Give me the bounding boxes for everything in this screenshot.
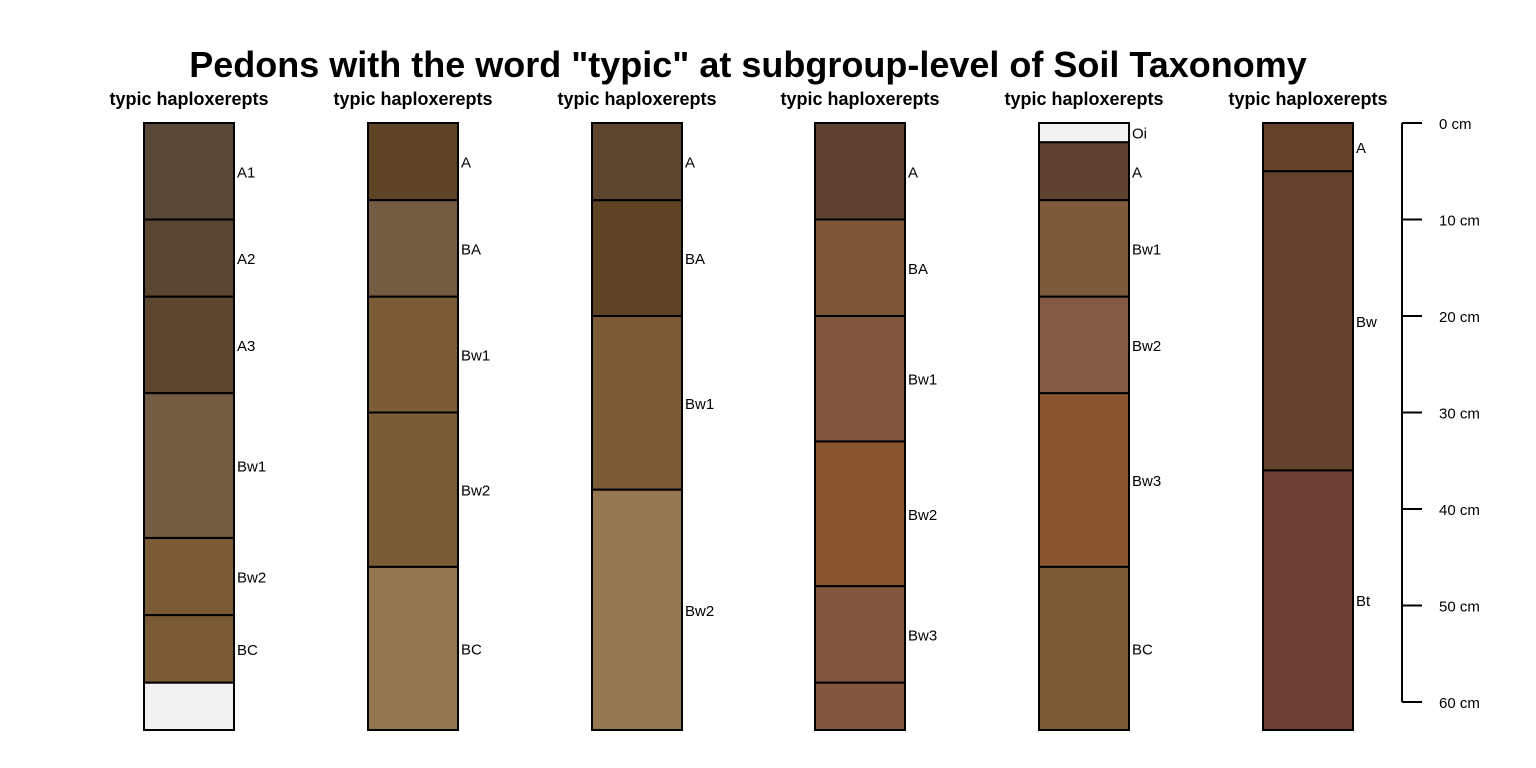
horizon-label: Bw (1356, 314, 1377, 331)
horizon-bw2 (143, 536, 235, 617)
horizon-label: A (1356, 140, 1366, 157)
horizon-bc (1038, 565, 1130, 732)
horizon-bw (1262, 170, 1354, 472)
depth-tick-label: 50 cm (1439, 599, 1480, 616)
horizon-label: Bw2 (685, 603, 714, 620)
horizon-label: Bw2 (461, 483, 490, 500)
soil-profile-1: typic haploxerepts A1 A2 A3 Bw1 Bw2 BC (109, 89, 269, 732)
horizon-bw1 (1038, 199, 1130, 298)
horizon-a (1262, 122, 1354, 173)
horizon-label: A2 (237, 251, 255, 268)
horizon-bw3 (814, 585, 906, 684)
horizon-label: A (1132, 164, 1142, 181)
horizon-label: A (908, 164, 918, 181)
depth-tick-label: 20 cm (1439, 309, 1480, 326)
horizon-label: BA (685, 251, 705, 268)
soil-profile-2: typic haploxerepts A BA Bw1 Bw2 BC (333, 89, 493, 732)
horizon-label: BA (908, 261, 928, 278)
horizon-unlabeled (143, 681, 235, 732)
horizon-a (367, 122, 459, 202)
horizon-bt (1262, 469, 1354, 731)
horizon-label: Bw3 (1132, 473, 1161, 490)
horizon-label: A3 (237, 338, 255, 355)
horizon-label: BA (461, 241, 481, 258)
horizon-bc (367, 565, 459, 732)
horizon-a (591, 122, 683, 202)
horizon-label: Bw1 (461, 348, 490, 365)
horizon-a2 (143, 218, 235, 298)
horizon-label: Bw2 (908, 507, 937, 524)
horizon-bw1 (143, 392, 235, 539)
horizon-bw2 (1038, 295, 1130, 395)
horizon-label: A (461, 155, 471, 172)
profile-label: typic haploxerepts (780, 89, 939, 109)
soil-profile-4: typic haploxerepts A BA Bw1 Bw2 Bw3 (780, 89, 940, 732)
depth-axis: 0 cm 10 cm 20 cm 30 cm 40 cm 50 cm 60 cm (1401, 116, 1480, 712)
horizon-label: A1 (237, 164, 255, 181)
horizon-bw3 (1038, 392, 1130, 568)
horizon-ba (591, 199, 683, 317)
horizon-bc (143, 614, 235, 684)
horizon-label: Bw1 (237, 459, 266, 476)
horizon-label: Oi (1132, 126, 1147, 143)
horizon-oi (1038, 122, 1130, 144)
depth-tick-label: 40 cm (1439, 502, 1480, 519)
soil-profile-5: typic haploxerepts Oi A Bw1 Bw2 Bw3 BC (1004, 89, 1164, 732)
horizon-bw2 (591, 488, 683, 732)
horizon-label: Bw2 (237, 570, 266, 587)
chart-title: Pedons with the word "typic" at subgroup… (189, 44, 1307, 85)
horizon-label: Bt (1356, 593, 1371, 610)
horizon-label: A (685, 155, 695, 172)
depth-tick-label: 0 cm (1439, 116, 1472, 133)
horizon-a (1038, 141, 1130, 202)
profile-label: typic haploxerepts (109, 89, 268, 109)
horizon-a (814, 122, 906, 221)
depth-tick-label: 10 cm (1439, 213, 1480, 230)
profile-label: typic haploxerepts (1228, 89, 1387, 109)
horizon-unlabeled (814, 681, 906, 732)
horizon-label: Bw1 (908, 372, 937, 389)
horizon-bw1 (591, 315, 683, 491)
profile-label: typic haploxerepts (557, 89, 716, 109)
horizon-a3 (143, 295, 235, 395)
horizon-label: Bw1 (1132, 241, 1161, 258)
soil-profile-3: typic haploxerepts A BA Bw1 Bw2 (557, 89, 717, 732)
horizon-label: BC (237, 642, 258, 659)
horizon-ba (367, 199, 459, 298)
horizon-label: Bw3 (908, 627, 937, 644)
horizon-label: Bw2 (1132, 338, 1161, 355)
profile-label: typic haploxerepts (1004, 89, 1163, 109)
horizon-bw1 (367, 295, 459, 414)
horizon-label: Bw1 (685, 396, 714, 413)
horizon-bw2 (367, 411, 459, 568)
depth-tick-label: 60 cm (1439, 695, 1480, 712)
horizon-bw2 (814, 440, 906, 588)
profile-label: typic haploxerepts (333, 89, 492, 109)
depth-tick-label: 30 cm (1439, 406, 1480, 423)
horizon-label: BC (1132, 641, 1153, 658)
horizon-label: BC (461, 641, 482, 658)
horizon-bw1 (814, 315, 906, 443)
horizon-a1 (143, 122, 235, 221)
horizon-ba (814, 218, 906, 317)
soil-profile-6: typic haploxerepts A Bw Bt (1228, 89, 1388, 731)
